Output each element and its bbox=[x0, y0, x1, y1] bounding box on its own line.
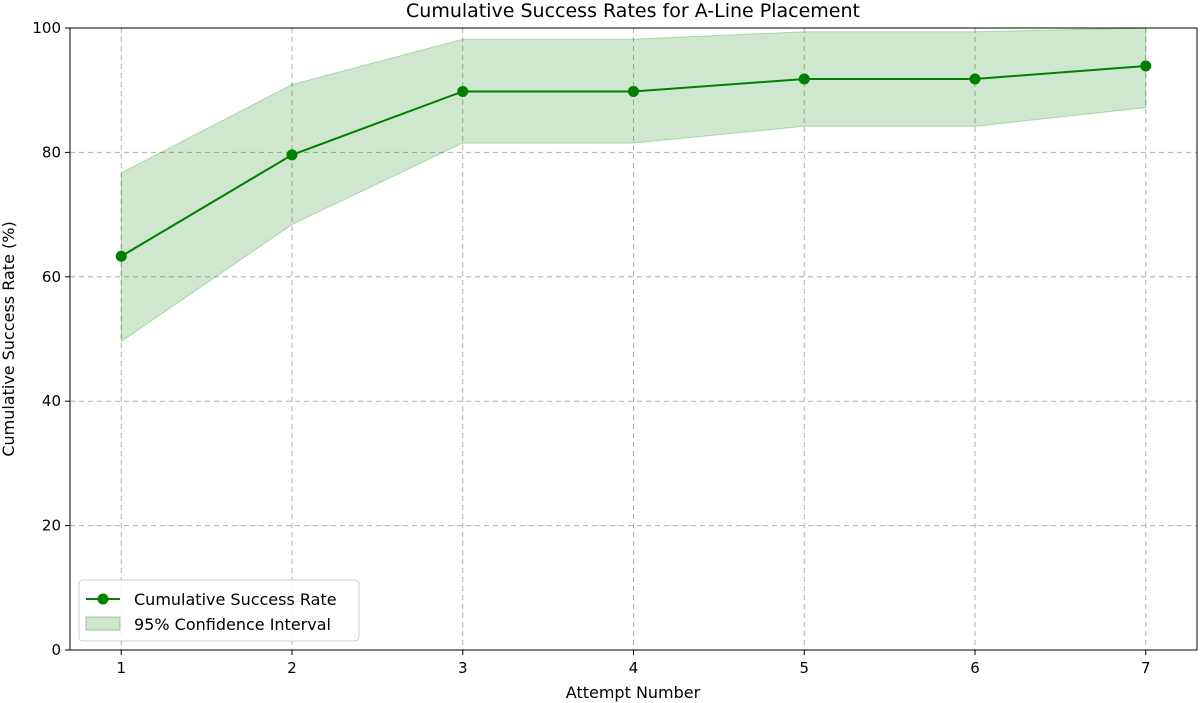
data-point bbox=[457, 85, 469, 97]
y-axis-ticks: 0 20 40 60 80 100 bbox=[32, 19, 70, 659]
y-axis-label: Cumulative Success Rate (%) bbox=[0, 221, 18, 456]
legend-label-rate: Cumulative Success Rate bbox=[134, 590, 337, 609]
x-axis-label: Attempt Number bbox=[566, 683, 701, 702]
y-tick-label: 100 bbox=[32, 19, 61, 37]
chart-title: Cumulative Success Rates for A-Line Plac… bbox=[406, 0, 860, 22]
legend-marker-swatch bbox=[97, 593, 109, 605]
x-tick-label: 3 bbox=[458, 659, 468, 677]
y-tick-label: 20 bbox=[42, 517, 61, 535]
x-tick-label: 2 bbox=[287, 659, 297, 677]
data-point bbox=[798, 73, 810, 85]
x-axis-ticks: 1 2 3 4 5 6 7 bbox=[116, 650, 1151, 677]
data-point bbox=[969, 73, 981, 85]
series-layer bbox=[115, 60, 1152, 262]
x-tick-label: 7 bbox=[1141, 659, 1151, 677]
y-tick-label: 80 bbox=[42, 143, 61, 161]
y-tick-label: 40 bbox=[42, 392, 61, 410]
legend-label-ci: 95% Confidence Interval bbox=[134, 615, 331, 634]
data-point bbox=[115, 250, 127, 262]
legend-band-swatch bbox=[85, 616, 121, 631]
data-point bbox=[1140, 60, 1152, 72]
x-tick-label: 6 bbox=[970, 659, 980, 677]
confidence-band-layer bbox=[120, 27, 1147, 343]
x-tick-label: 1 bbox=[116, 659, 126, 677]
x-tick-label: 5 bbox=[799, 659, 809, 677]
legend: Cumulative Success Rate 95% Confidence I… bbox=[78, 579, 360, 642]
data-point bbox=[628, 85, 639, 97]
confidence-band-0 bbox=[120, 27, 1147, 343]
x-tick-label: 4 bbox=[629, 659, 639, 677]
data-point bbox=[286, 149, 298, 161]
y-tick-label: 0 bbox=[51, 641, 61, 659]
y-tick-label: 60 bbox=[42, 268, 61, 286]
legend-box bbox=[78, 579, 360, 642]
